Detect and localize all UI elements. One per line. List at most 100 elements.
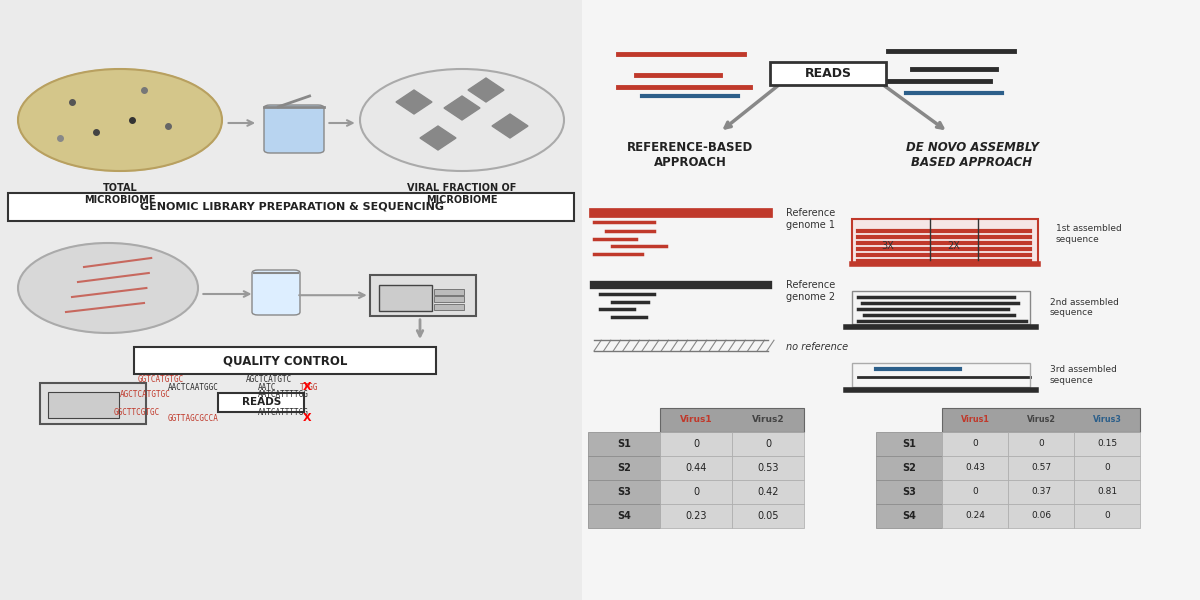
Text: Virus1: Virus1 [679, 415, 713, 424]
FancyBboxPatch shape [588, 504, 660, 528]
Text: 0: 0 [1104, 463, 1110, 473]
FancyBboxPatch shape [660, 504, 732, 528]
Text: 0: 0 [1104, 511, 1110, 520]
Text: 0: 0 [692, 487, 700, 497]
Text: S3: S3 [902, 487, 916, 497]
Text: Reference
genome 1: Reference genome 1 [786, 208, 835, 230]
Polygon shape [396, 90, 432, 114]
Text: X: X [302, 413, 312, 423]
FancyBboxPatch shape [588, 480, 660, 504]
FancyBboxPatch shape [588, 432, 660, 456]
Text: Virus2: Virus2 [751, 415, 785, 424]
Text: 0: 0 [764, 439, 772, 449]
FancyBboxPatch shape [252, 270, 300, 315]
Text: AATCATTTTGG: AATCATTTTGG [258, 408, 308, 416]
FancyBboxPatch shape [942, 456, 1008, 480]
FancyBboxPatch shape [1008, 432, 1074, 456]
FancyBboxPatch shape [732, 480, 804, 504]
Text: GENOMIC LIBRARY PREPARATION & SEQUENCING: GENOMIC LIBRARY PREPARATION & SEQUENCING [139, 202, 444, 211]
Text: 2nd assembled
sequence: 2nd assembled sequence [1050, 298, 1118, 317]
Text: 0.37: 0.37 [1031, 487, 1051, 496]
Text: S3: S3 [617, 487, 631, 497]
FancyBboxPatch shape [876, 456, 942, 480]
FancyBboxPatch shape [942, 408, 1140, 432]
Polygon shape [492, 114, 528, 138]
Polygon shape [468, 78, 504, 102]
Text: AACTCAATGGC: AACTCAATGGC [168, 383, 218, 391]
FancyBboxPatch shape [876, 504, 942, 528]
FancyBboxPatch shape [1074, 432, 1140, 456]
Text: READS: READS [242, 397, 281, 407]
FancyBboxPatch shape [1074, 480, 1140, 504]
FancyBboxPatch shape [434, 296, 464, 302]
FancyBboxPatch shape [1008, 456, 1074, 480]
Text: 0.06: 0.06 [1031, 511, 1051, 520]
Text: 0.43: 0.43 [965, 463, 985, 473]
FancyBboxPatch shape [264, 105, 324, 153]
Text: 0.42: 0.42 [757, 487, 779, 497]
FancyBboxPatch shape [370, 275, 476, 316]
FancyBboxPatch shape [942, 432, 1008, 456]
Text: GGTTAGCGCCA: GGTTAGCGCCA [168, 414, 218, 422]
Text: Virus2: Virus2 [1026, 415, 1056, 424]
FancyBboxPatch shape [48, 392, 119, 418]
Polygon shape [420, 126, 456, 150]
Text: VIRAL FRACTION OF
MICROBIOME: VIRAL FRACTION OF MICROBIOME [407, 183, 517, 205]
FancyBboxPatch shape [660, 480, 732, 504]
Text: X: X [302, 382, 312, 392]
FancyBboxPatch shape [0, 0, 582, 600]
Text: S1: S1 [617, 439, 631, 449]
Text: Virus3: Virus3 [1092, 415, 1122, 424]
Text: REFERENCE-BASED
APPROACH: REFERENCE-BASED APPROACH [626, 141, 754, 169]
Text: 0: 0 [692, 439, 700, 449]
FancyBboxPatch shape [876, 480, 942, 504]
Text: 0: 0 [1038, 439, 1044, 449]
Text: 0.15: 0.15 [1097, 439, 1117, 449]
FancyBboxPatch shape [732, 504, 804, 528]
FancyBboxPatch shape [8, 193, 574, 221]
Text: 1st assembled
sequence: 1st assembled sequence [1056, 224, 1122, 244]
Text: 2X: 2X [948, 241, 960, 251]
Polygon shape [444, 96, 480, 120]
Text: READS: READS [804, 67, 852, 80]
FancyBboxPatch shape [582, 0, 1200, 600]
Text: 0.57: 0.57 [1031, 463, 1051, 473]
FancyBboxPatch shape [732, 432, 804, 456]
Text: TOTAL
MICROBIOME: TOTAL MICROBIOME [84, 183, 156, 205]
FancyBboxPatch shape [876, 432, 942, 456]
Circle shape [360, 69, 564, 171]
Text: 3X: 3X [882, 241, 894, 251]
Text: no reference: no reference [786, 342, 848, 352]
FancyBboxPatch shape [942, 504, 1008, 528]
FancyBboxPatch shape [434, 289, 464, 295]
Text: 0.24: 0.24 [965, 511, 985, 520]
Text: S2: S2 [902, 463, 916, 473]
FancyBboxPatch shape [379, 285, 432, 311]
Text: DE NOVO ASSEMBLY
BASED APPROACH: DE NOVO ASSEMBLY BASED APPROACH [906, 141, 1038, 169]
FancyBboxPatch shape [1074, 456, 1140, 480]
Text: S2: S2 [617, 463, 631, 473]
FancyBboxPatch shape [660, 432, 732, 456]
FancyBboxPatch shape [732, 456, 804, 480]
FancyBboxPatch shape [134, 347, 436, 374]
FancyBboxPatch shape [770, 62, 886, 85]
Text: AATC: AATC [258, 383, 276, 391]
Circle shape [18, 69, 222, 171]
FancyBboxPatch shape [1074, 504, 1140, 528]
FancyBboxPatch shape [1008, 504, 1074, 528]
FancyBboxPatch shape [434, 304, 464, 310]
Text: 3rd assembled
sequence: 3rd assembled sequence [1050, 365, 1117, 385]
Text: S4: S4 [902, 511, 916, 521]
Text: GGCTTCGTGC: GGCTTCGTGC [114, 408, 161, 416]
Text: AGCTCATGTGC: AGCTCATGTGC [120, 390, 170, 400]
Text: S1: S1 [902, 439, 916, 449]
Text: 0.81: 0.81 [1097, 487, 1117, 496]
Text: 0.53: 0.53 [757, 463, 779, 473]
FancyBboxPatch shape [588, 456, 660, 480]
Circle shape [18, 243, 198, 333]
FancyBboxPatch shape [1008, 480, 1074, 504]
Text: Reference
genome 2: Reference genome 2 [786, 280, 835, 302]
FancyBboxPatch shape [660, 456, 732, 480]
Text: 0: 0 [972, 487, 978, 496]
Text: Virus1: Virus1 [960, 415, 990, 424]
